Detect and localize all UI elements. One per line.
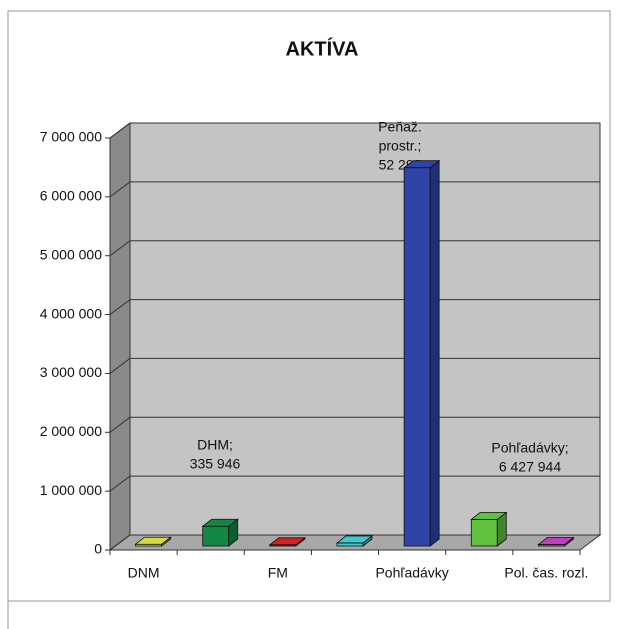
bar-side: [429, 159, 440, 547]
chart-frame: [7, 10, 611, 602]
bar-top: [134, 536, 172, 545]
data-label: DHM;: [197, 437, 233, 453]
bar: [134, 536, 172, 547]
data-label: Peňaž.: [378, 119, 422, 135]
y-tick-label: 7 000 000: [40, 129, 102, 145]
bar: [201, 518, 239, 547]
bar: [402, 159, 441, 547]
y-tick-label: 5 000 000: [40, 246, 102, 262]
x-tick-label: DNM: [128, 565, 160, 581]
y-tick-label: 1 000 000: [40, 482, 102, 498]
bar-front: [470, 518, 498, 547]
y-tick-label: 4 000 000: [40, 305, 102, 321]
chart-title: AKTÍVA: [286, 37, 359, 60]
bar-top: [268, 537, 307, 546]
bar-front: [336, 542, 364, 547]
data-label: 6 427 944: [499, 459, 561, 475]
data-label: prostr.;: [379, 138, 422, 154]
bar-top: [335, 535, 374, 544]
bar-top: [201, 518, 239, 527]
bar: [470, 511, 508, 547]
bar: [268, 537, 307, 547]
grid-line: [109, 416, 131, 433]
bar-top: [470, 511, 508, 520]
data-label: 335 946: [190, 456, 241, 472]
bar-front: [202, 525, 230, 547]
bar-top: [537, 537, 575, 545]
grid-line: [109, 240, 131, 257]
y-tick-label: 0: [94, 541, 102, 557]
grid-line: [109, 181, 131, 198]
data-label: Pohľadávky;: [491, 440, 568, 456]
y-tick-label: 2 000 000: [40, 423, 102, 439]
x-tick-label: FM: [268, 565, 288, 581]
y-tick-label: 6 000 000: [40, 188, 102, 204]
bar-top: [402, 160, 441, 169]
grid-line: [109, 475, 131, 492]
grid-line: [109, 299, 131, 315]
bar: [335, 535, 374, 547]
bar-front: [403, 167, 431, 547]
grid-line: [109, 122, 131, 139]
x-tick-label: Pohľadávky: [375, 565, 448, 581]
bar: [537, 536, 575, 547]
grid-line: [109, 358, 131, 374]
y-tick-label: 3 000 000: [40, 364, 102, 380]
side-wall: [109, 122, 131, 551]
x-tick-label: Pol. čas. rozl.: [504, 565, 588, 581]
grid-line: [109, 534, 131, 551]
